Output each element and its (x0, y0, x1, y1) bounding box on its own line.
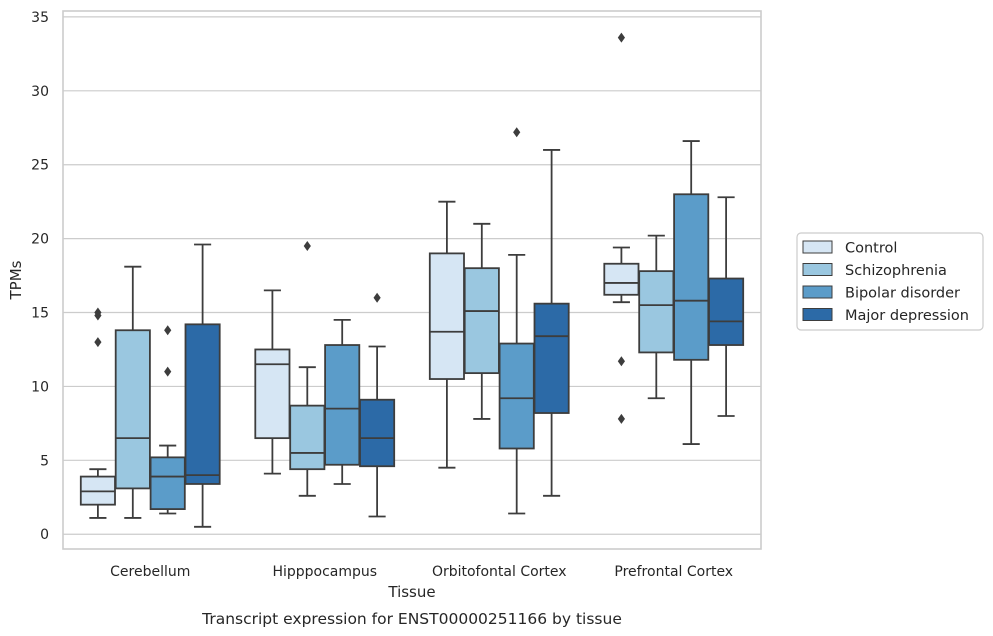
y-tick-label: 10 (31, 379, 49, 395)
box-control (254, 289, 291, 475)
box-major-depression (708, 196, 745, 417)
x-tick-labels: Cerebellum Hipppocampus Orbitofontal Corte… (110, 564, 733, 580)
box-schizophrenia (114, 265, 151, 519)
y-tick-label: 15 (31, 306, 49, 322)
box-iqr (463, 267, 500, 375)
box-iqr (254, 348, 291, 440)
x-axis-label: Tissue (387, 583, 435, 601)
legend-swatch (802, 308, 833, 321)
y-tick-label: 20 (31, 232, 49, 248)
legend-frame (796, 232, 984, 331)
chart-caption: Transcript expression for ENST0000025116… (201, 610, 622, 628)
box-control (428, 200, 465, 469)
box-iqr (533, 302, 570, 414)
box-bipolar-disorder (324, 319, 361, 485)
legend-swatch (802, 285, 833, 299)
plot-frame (62, 10, 762, 550)
outlier-point (617, 413, 625, 424)
outlier-point (164, 366, 172, 377)
y-tick-label: 35 (31, 10, 49, 26)
x-tick-label: Hipppocampus (272, 564, 377, 580)
legend: Control Schizophrenia Bipolar disorder Majo… (796, 232, 984, 331)
y-tick-label: 25 (31, 158, 49, 174)
box-control (603, 32, 640, 424)
y-axis-label: TPMs (7, 260, 25, 300)
box-bipolar-disorder (149, 325, 186, 515)
legend-item: Bipolar disorder (802, 285, 960, 302)
box-iqr (498, 342, 535, 450)
y-tick-label: 5 (40, 453, 49, 469)
box-iqr (708, 277, 745, 346)
box-control (79, 307, 116, 519)
box-iqr (359, 398, 396, 468)
y-tick-labels: 0 5 10 15 20 25 30 35 (31, 10, 49, 543)
x-tick-label: Cerebellum (110, 564, 190, 580)
legend-item: Schizophrenia (802, 263, 947, 279)
box-iqr (289, 404, 326, 471)
box-iqr (149, 456, 186, 510)
x-tick-label: Prefrontal Cortex (614, 564, 733, 580)
box-iqr (603, 262, 640, 296)
box-iqr (114, 329, 151, 490)
outlier-point (303, 241, 311, 252)
outlier-point (373, 292, 381, 303)
box-iqr (673, 193, 710, 361)
outlier-point (164, 325, 172, 336)
legend-label: Schizophrenia (845, 263, 947, 279)
y-tick-label: 0 (40, 527, 49, 543)
outlier-point (94, 337, 102, 348)
legend-item: Major depression (802, 308, 969, 324)
box-schizophrenia (638, 234, 675, 400)
outlier-point (617, 356, 625, 367)
legend-label: Control (845, 241, 897, 257)
legend-item: Control (802, 240, 897, 257)
outlier-point (94, 310, 102, 321)
boxes (79, 32, 745, 528)
outlier-point (617, 32, 625, 43)
box-schizophrenia (463, 222, 500, 420)
box-bipolar-disorder (498, 127, 535, 515)
y-tick-label: 30 (31, 84, 49, 100)
box-bipolar-disorder (673, 140, 710, 445)
legend-label: Bipolar disorder (845, 286, 960, 302)
box-iqr (184, 323, 221, 485)
box-major-depression (533, 149, 570, 497)
legend-label: Major depression (845, 308, 969, 324)
box-iqr (428, 252, 465, 380)
outlier-point (513, 127, 521, 138)
legend-swatch (802, 240, 833, 254)
box-schizophrenia (289, 241, 326, 497)
box-iqr (324, 344, 361, 466)
legend-swatch (802, 263, 833, 276)
box-iqr (638, 270, 675, 354)
x-tick-label: Orbitofontal Cortex (432, 564, 567, 580)
box-major-depression (184, 243, 221, 528)
box-major-depression (359, 292, 396, 518)
